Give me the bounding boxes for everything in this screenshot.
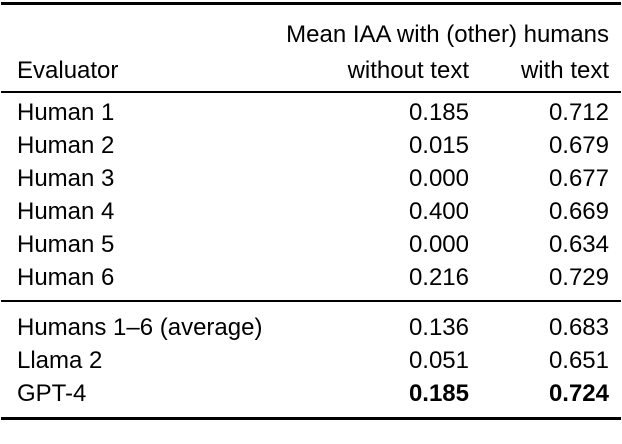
with-text-value: 0.712	[548, 98, 609, 126]
with-text-value: 0.729	[548, 263, 609, 291]
without-text-value: 0.216	[408, 263, 469, 291]
with-text-value: 0.679	[548, 131, 609, 159]
without-text-value: 0.400	[408, 197, 469, 225]
without-text-value: 0.136	[408, 313, 469, 341]
table-row: Human 5 0.000 0.634	[1, 228, 621, 261]
evaluator-cell: Human 6	[17, 263, 115, 291]
table-header: Mean IAA with (other) humans Evaluator w…	[1, 4, 621, 92]
evaluator-cell: Human 1	[17, 98, 115, 126]
group-header-label: Mean IAA with (other) humans	[286, 21, 609, 48]
evaluator-cell: Llama 2	[17, 346, 103, 374]
column-header-evaluator: Evaluator	[17, 57, 119, 84]
table-row: GPT-4 0.185 0.724	[1, 377, 621, 419]
without-text-value: 0.015	[408, 131, 469, 159]
without-text-value: 0.185	[408, 98, 469, 126]
column-header-with-text: with text	[520, 57, 609, 84]
table-row: Human 3 0.000 0.677	[1, 162, 621, 195]
table-row: Human 1 0.185 0.712	[1, 92, 621, 129]
with-text-value: 0.669	[548, 197, 609, 225]
table-row: Humans 1–6 (average) 0.136 0.683	[1, 301, 621, 344]
evaluator-cell: Human 3	[17, 164, 115, 192]
without-text-value: 0.000	[408, 230, 469, 258]
with-text-value: 0.651	[548, 346, 609, 374]
table-row: Human 4 0.400 0.669	[1, 195, 621, 228]
evaluator-cell: GPT-4	[17, 379, 87, 407]
without-text-value: 0.000	[408, 164, 469, 192]
summary-rows-section: Humans 1–6 (average) 0.136 0.683 Llama 2…	[1, 301, 621, 419]
group-header-row: Mean IAA with (other) humans	[1, 4, 621, 52]
table-row: Human 6 0.216 0.729	[1, 261, 621, 301]
evaluator-cell: Humans 1–6 (average)	[17, 313, 263, 341]
without-text-value: 0.185	[408, 379, 469, 407]
with-text-value: 0.634	[548, 230, 609, 258]
evaluator-cell: Human 4	[17, 197, 115, 225]
with-text-value: 0.683	[548, 313, 609, 341]
with-text-value: 0.724	[548, 379, 609, 407]
column-header-without-text: without text	[347, 57, 469, 84]
without-text-value: 0.051	[408, 346, 469, 374]
human-rows-section: Human 1 0.185 0.712 Human 2 0.015 0.679 …	[1, 92, 621, 301]
table-row: Llama 2 0.051 0.651	[1, 344, 621, 377]
with-text-value: 0.677	[548, 164, 609, 192]
column-header-row: Evaluator without text with text	[1, 51, 621, 92]
evaluator-cell: Human 2	[17, 131, 115, 159]
evaluator-cell: Human 5	[17, 230, 115, 258]
iaa-results-table: Mean IAA with (other) humans Evaluator w…	[1, 2, 621, 420]
table-row: Human 2 0.015 0.679	[1, 129, 621, 162]
